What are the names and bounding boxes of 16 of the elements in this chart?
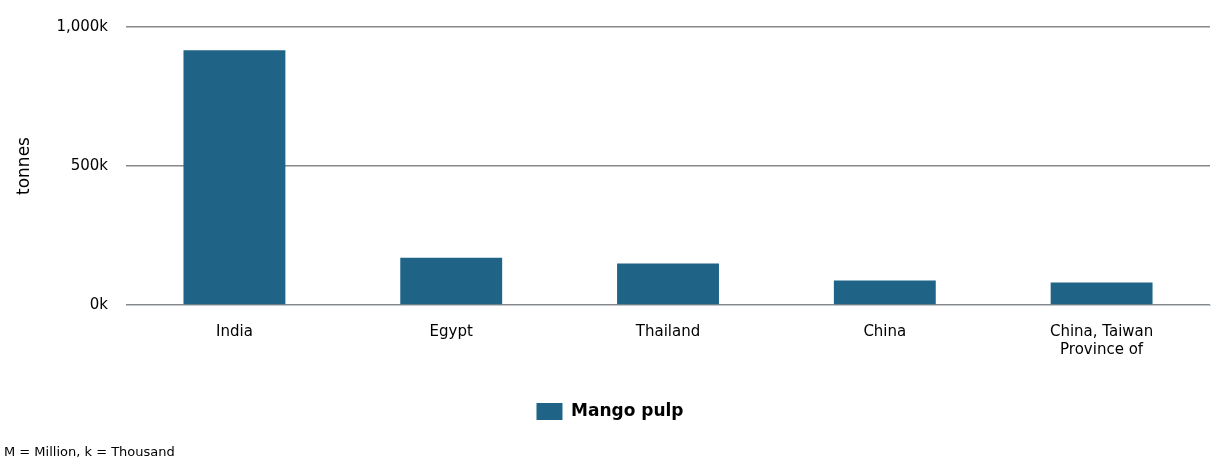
x-tick-label: Thailand: [634, 321, 701, 340]
y-tick-label: 500k: [70, 155, 109, 174]
x-tick-label: China: [863, 321, 907, 340]
y-axis-title: tonnes: [12, 136, 33, 195]
bar: [617, 263, 719, 305]
legend-label: Mango pulp: [570, 399, 684, 420]
bar: [833, 280, 936, 305]
y-tick-label: 0k: [89, 294, 109, 313]
y-tick-label: 1,000k: [56, 16, 109, 35]
x-tick-label: Egypt: [429, 321, 473, 340]
bar: [400, 257, 503, 305]
x-tick-label: China, Taiwan Province of: [1049, 321, 1154, 358]
x-tick-label: India: [216, 321, 253, 340]
text: M = Million, k = Thousand: [4, 444, 175, 459]
bar: [1050, 282, 1153, 305]
bar: [183, 50, 286, 305]
